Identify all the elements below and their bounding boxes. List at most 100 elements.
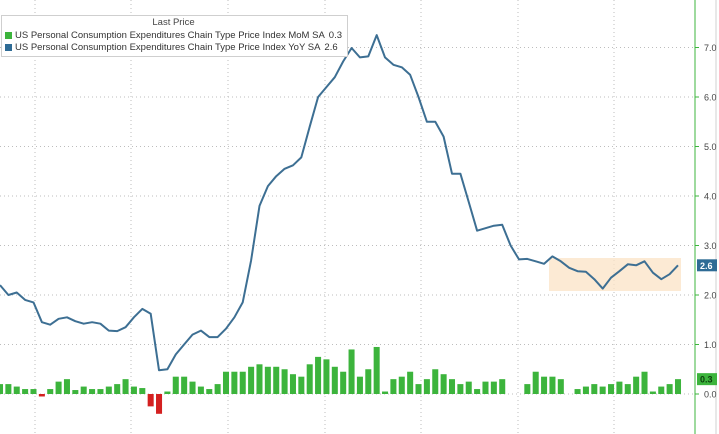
mom-bar bbox=[248, 366, 255, 394]
legend-swatch-mom bbox=[5, 31, 12, 39]
y-tick-label: 5.0 bbox=[704, 142, 717, 152]
mom-bar bbox=[674, 379, 682, 394]
mom-bar bbox=[281, 369, 288, 394]
mom-bar bbox=[5, 384, 12, 394]
mom-bar bbox=[306, 364, 313, 394]
y-tick-label: 4.0 bbox=[704, 192, 717, 202]
y-axis-ticks: 0.0 1.0 2.0 3.0 4.0 5.0 6.0 7.0 bbox=[695, 43, 717, 400]
mom-bar bbox=[231, 371, 238, 394]
mom-bar bbox=[164, 391, 171, 394]
legend-label-mom: US Personal Consumption Expenditures Cha… bbox=[15, 29, 325, 41]
mom-bar bbox=[298, 376, 305, 394]
mom-bar bbox=[465, 381, 472, 394]
mom-bar bbox=[181, 376, 188, 394]
mom-bar bbox=[105, 386, 112, 394]
mom-bar bbox=[591, 384, 598, 394]
mom-bar bbox=[390, 379, 397, 394]
mom-bar bbox=[114, 384, 121, 394]
mom-bar bbox=[22, 389, 29, 394]
mom-bar bbox=[440, 374, 447, 394]
last-value-labels: 2.6 0.3 bbox=[697, 259, 717, 386]
mom-bar bbox=[457, 384, 464, 394]
mom-bar bbox=[122, 379, 129, 394]
legend-value-yoy: 2.6 bbox=[324, 41, 338, 53]
mom-bar bbox=[197, 386, 204, 394]
legend-item-yoy: US Personal Consumption Expenditures Cha… bbox=[5, 41, 342, 53]
mom-bar bbox=[72, 390, 79, 394]
mom-bar bbox=[624, 384, 631, 394]
mom-bar bbox=[432, 369, 439, 394]
mom-bar bbox=[356, 376, 363, 394]
mom-bar bbox=[490, 381, 497, 394]
mom-bar bbox=[415, 384, 422, 394]
legend-label-yoy: US Personal Consumption Expenditures Cha… bbox=[15, 41, 321, 53]
mom-bar bbox=[189, 381, 196, 394]
mom-bar bbox=[398, 376, 405, 394]
mom-bar bbox=[599, 386, 606, 394]
y-tick-label: 7.0 bbox=[704, 43, 717, 53]
mom-bar bbox=[38, 394, 45, 397]
mom-bar bbox=[156, 394, 163, 414]
mom-bar bbox=[206, 389, 213, 394]
mom-bar bbox=[331, 366, 338, 394]
legend-swatch-yoy bbox=[5, 43, 12, 51]
yoy-line bbox=[0, 34, 679, 372]
y-tick-label: 3.0 bbox=[704, 241, 717, 251]
gridlines bbox=[0, 0, 695, 434]
mom-bar bbox=[616, 381, 623, 394]
legend-item-mom: US Personal Consumption Expenditures Cha… bbox=[5, 29, 342, 41]
yoy-last-value: 2.6 bbox=[700, 261, 713, 271]
mom-last-value-tag bbox=[697, 373, 717, 386]
y-tick-label: 1.0 bbox=[704, 340, 717, 350]
mom-bar bbox=[532, 371, 539, 394]
mom-bar bbox=[13, 386, 20, 394]
mom-bar bbox=[474, 389, 481, 394]
mom-bar bbox=[0, 384, 4, 394]
mom-bar bbox=[323, 359, 330, 394]
mom-bars bbox=[0, 346, 682, 414]
mom-bar bbox=[649, 391, 656, 394]
mom-bar bbox=[289, 374, 296, 394]
legend-title: Last Price bbox=[152, 17, 195, 28]
legend-value-mom: 0.3 bbox=[328, 29, 343, 41]
mom-bar bbox=[348, 349, 355, 394]
legend: Last Price US Personal Consumption Expen… bbox=[1, 15, 349, 57]
mom-bar bbox=[608, 384, 615, 394]
mom-bar bbox=[130, 386, 137, 394]
mom-bar bbox=[574, 389, 581, 394]
mom-bar bbox=[239, 371, 246, 394]
mom-bar bbox=[373, 346, 380, 394]
mom-bar bbox=[541, 376, 548, 394]
yoy-last-value-tag bbox=[697, 259, 717, 272]
mom-bar bbox=[214, 384, 221, 394]
mom-bar bbox=[524, 384, 531, 394]
mom-bar bbox=[172, 376, 179, 394]
mom-bar bbox=[666, 384, 673, 394]
mom-bar bbox=[80, 386, 87, 394]
mom-bar bbox=[97, 389, 104, 394]
mom-bar bbox=[407, 371, 414, 394]
y-tick-label: 0.0 bbox=[704, 390, 717, 400]
mom-bar bbox=[30, 389, 37, 394]
mom-bar bbox=[63, 379, 70, 394]
mom-bar bbox=[641, 371, 648, 394]
mom-bar bbox=[273, 366, 280, 394]
mom-bar bbox=[365, 369, 372, 394]
mom-bar bbox=[315, 356, 322, 394]
mom-bar bbox=[633, 376, 640, 394]
mom-last-value: 0.3 bbox=[700, 375, 713, 385]
mom-bar bbox=[89, 389, 96, 394]
mom-bar bbox=[256, 364, 263, 394]
mom-bar bbox=[382, 391, 389, 394]
mom-bar bbox=[557, 379, 564, 394]
mom-bar bbox=[340, 371, 347, 394]
y-tick-label: 2.0 bbox=[704, 291, 717, 301]
mom-bar bbox=[423, 379, 430, 394]
mom-bar bbox=[658, 386, 665, 394]
mom-bar bbox=[499, 379, 506, 394]
mom-bar bbox=[222, 371, 230, 394]
mom-bar bbox=[147, 394, 154, 407]
mom-bar bbox=[139, 388, 146, 394]
y-tick-label: 6.0 bbox=[704, 93, 717, 103]
